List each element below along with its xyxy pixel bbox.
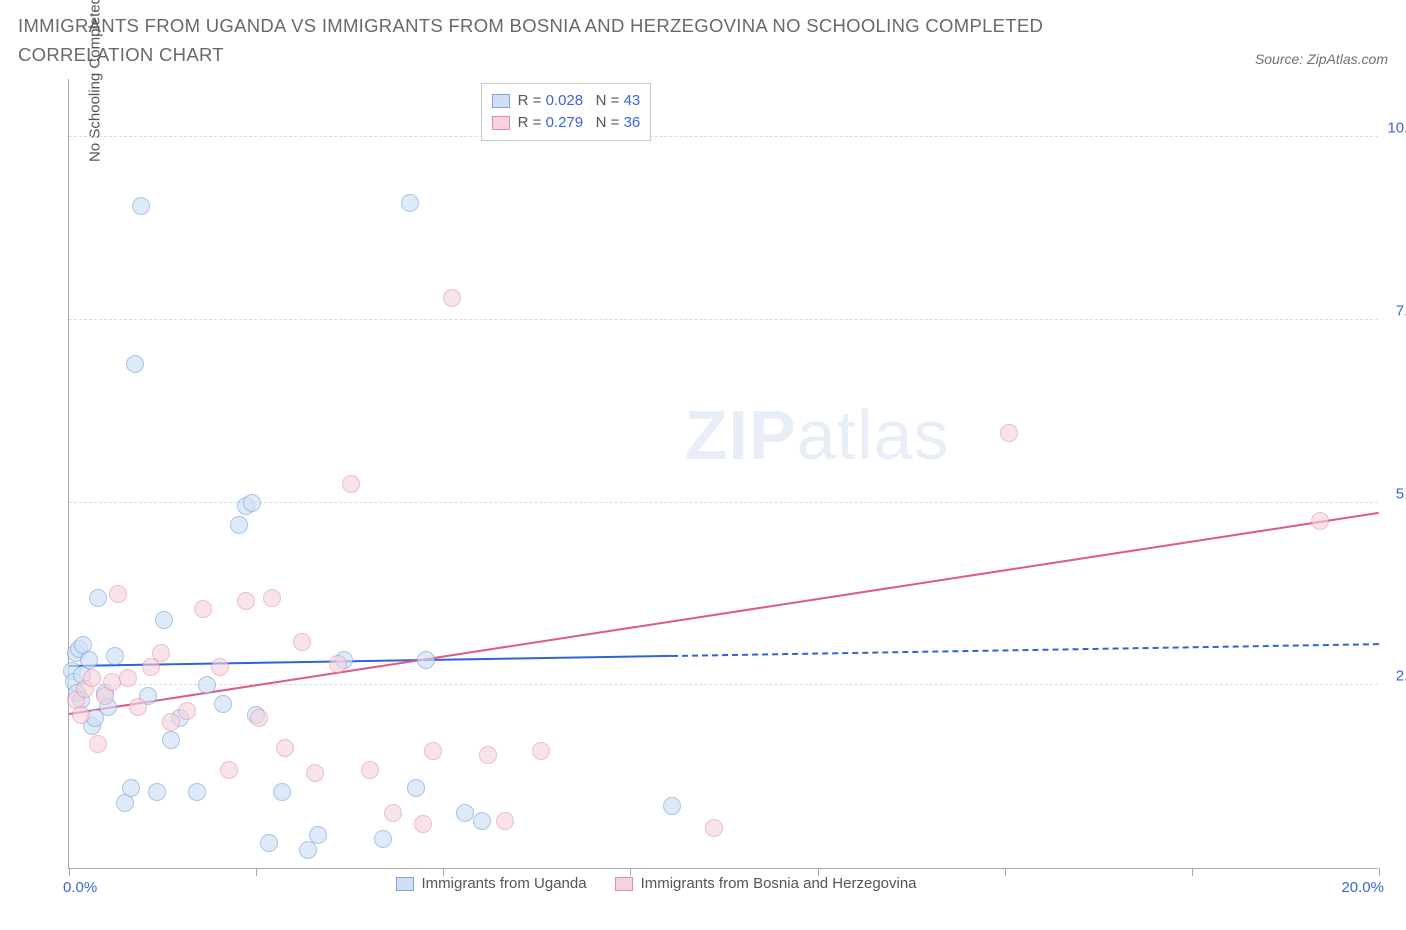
marker-uganda [122,779,140,797]
marker-uganda [417,651,435,669]
marker-bosnia [211,658,229,676]
marker-uganda [374,830,392,848]
x-tick-label: 0.0% [63,879,97,896]
y-gridline [69,136,1378,137]
stats-text-uganda: R = 0.028 N = 43 [518,90,641,112]
marker-bosnia [496,812,514,830]
marker-uganda [407,779,425,797]
marker-uganda [106,647,124,665]
plot-area: ZIPatlas 2.5%5.0%7.5%10.0%0.0%20.0% [68,79,1378,869]
watermark-atlas: atlas [797,396,950,474]
marker-bosnia [72,706,90,724]
legend-item-bosnia: Immigrants from Bosnia and Herzegovina [615,875,917,892]
watermark-zip: ZIP [685,396,797,474]
x-tick [1379,868,1380,876]
marker-bosnia [250,709,268,727]
marker-bosnia [119,669,137,687]
marker-uganda [188,783,206,801]
marker-bosnia [293,633,311,651]
watermark: ZIPatlas [685,395,950,475]
marker-bosnia [329,655,347,673]
marker-uganda [273,783,291,801]
marker-bosnia [178,702,196,720]
stats-legend-row-uganda: R = 0.028 N = 43 [492,90,641,112]
marker-uganda [456,804,474,822]
y-tick-label: 10.0% [1387,119,1406,136]
x-tick [69,868,70,876]
chart-title: IMMIGRANTS FROM UGANDA VS IMMIGRANTS FRO… [18,12,1138,69]
legend-label-bosnia: Immigrants from Bosnia and Herzegovina [641,875,917,892]
marker-bosnia [237,592,255,610]
y-tick-label: 2.5% [1396,668,1406,685]
marker-uganda [155,611,173,629]
marker-bosnia [361,761,379,779]
marker-uganda [230,516,248,534]
marker-uganda [89,589,107,607]
x-tick-label: 20.0% [1341,879,1384,896]
marker-uganda [214,695,232,713]
x-tick [256,868,257,876]
marker-bosnia [103,673,121,691]
marker-bosnia [89,735,107,753]
marker-bosnia [1311,512,1329,530]
y-gridline [69,319,1378,320]
marker-bosnia [384,804,402,822]
marker-bosnia [220,761,238,779]
marker-bosnia [1000,424,1018,442]
marker-bosnia [83,669,101,687]
swatch-bosnia [492,116,510,130]
marker-bosnia [194,600,212,618]
marker-bosnia [414,815,432,833]
stats-legend: R = 0.028 N = 43R = 0.279 N = 36 [481,83,652,141]
stats-text-bosnia: R = 0.279 N = 36 [518,112,641,134]
swatch-bosnia [615,877,633,891]
x-tick [1192,868,1193,876]
marker-bosnia [479,746,497,764]
marker-bosnia [109,585,127,603]
marker-bosnia [532,742,550,760]
marker-bosnia [443,289,461,307]
stats-legend-row-bosnia: R = 0.279 N = 36 [492,112,641,134]
legend-item-uganda: Immigrants from Uganda [396,875,587,892]
marker-uganda [473,812,491,830]
marker-uganda [80,651,98,669]
marker-bosnia [263,589,281,607]
y-tick-label: 7.5% [1396,302,1406,319]
trend-line-uganda-dashed [672,643,1379,657]
y-gridline [69,502,1378,503]
x-tick [1005,868,1006,876]
marker-uganda [663,797,681,815]
marker-bosnia [306,764,324,782]
marker-uganda [126,355,144,373]
marker-bosnia [342,475,360,493]
marker-bosnia [162,713,180,731]
swatch-uganda [396,877,414,891]
marker-uganda [198,676,216,694]
marker-uganda [148,783,166,801]
marker-uganda [309,826,327,844]
marker-bosnia [424,742,442,760]
series-legend: Immigrants from Uganda Immigrants from Bo… [396,875,917,892]
marker-bosnia [705,819,723,837]
marker-uganda [243,494,261,512]
y-tick-label: 5.0% [1396,485,1406,502]
source-attribution: Source: ZipAtlas.com [1255,51,1388,69]
swatch-uganda [492,94,510,108]
marker-bosnia [276,739,294,757]
marker-uganda [401,194,419,212]
legend-label-uganda: Immigrants from Uganda [422,875,587,892]
marker-bosnia [152,644,170,662]
chart-header: IMMIGRANTS FROM UGANDA VS IMMIGRANTS FRO… [18,12,1388,69]
marker-bosnia [129,698,147,716]
marker-uganda [162,731,180,749]
marker-uganda [260,834,278,852]
marker-uganda [132,197,150,215]
